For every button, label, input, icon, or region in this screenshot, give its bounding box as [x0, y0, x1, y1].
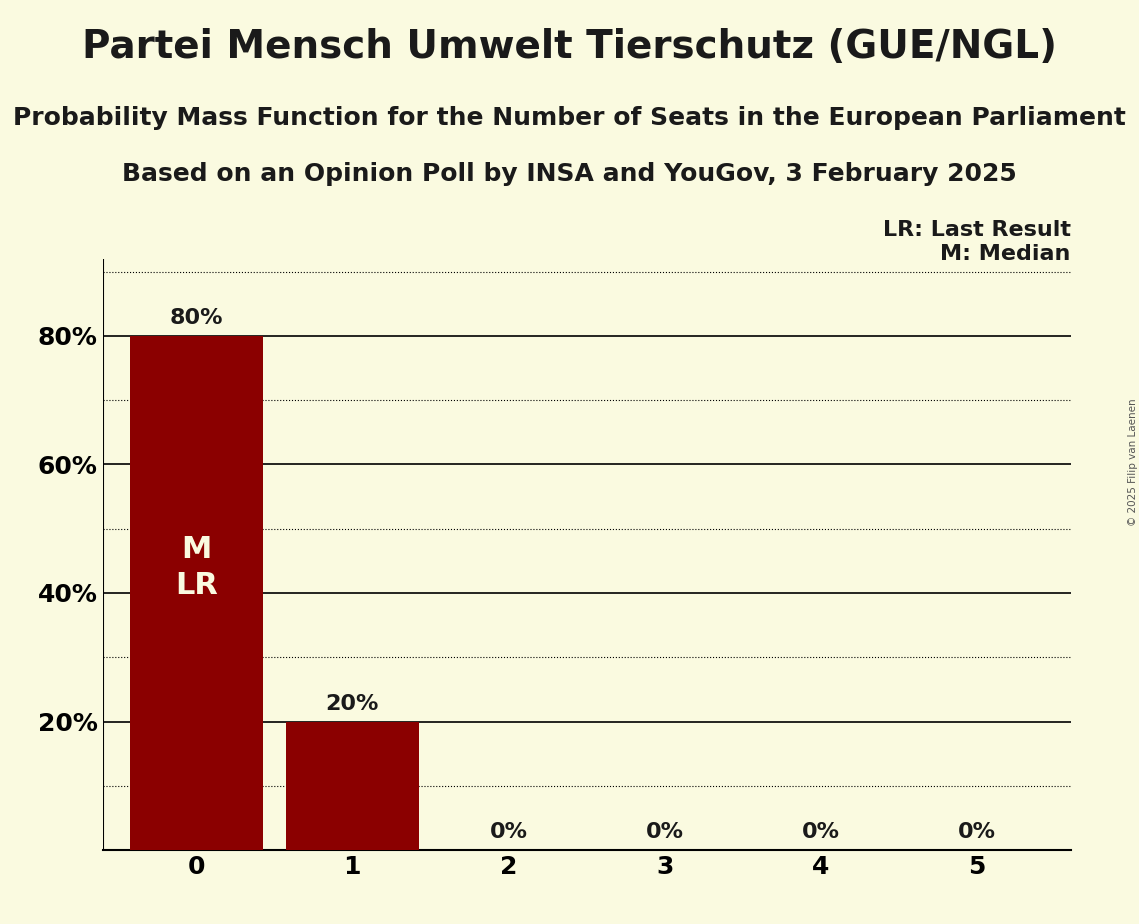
Text: LR: Last Result: LR: Last Result — [883, 220, 1071, 240]
Text: 80%: 80% — [170, 308, 223, 328]
Text: Partei Mensch Umwelt Tierschutz (GUE/NGL): Partei Mensch Umwelt Tierschutz (GUE/NGL… — [82, 28, 1057, 66]
Text: Probability Mass Function for the Number of Seats in the European Parliament: Probability Mass Function for the Number… — [13, 106, 1126, 130]
Text: 0%: 0% — [490, 822, 527, 843]
Text: M: Median: M: Median — [941, 244, 1071, 264]
Text: © 2025 Filip van Laenen: © 2025 Filip van Laenen — [1129, 398, 1138, 526]
Bar — [130, 335, 263, 850]
Text: 20%: 20% — [326, 694, 379, 714]
Text: Based on an Opinion Poll by INSA and YouGov, 3 February 2025: Based on an Opinion Poll by INSA and You… — [122, 162, 1017, 186]
Text: 0%: 0% — [802, 822, 839, 843]
Text: M
LR: M LR — [174, 535, 218, 600]
Bar — [286, 722, 419, 850]
Text: 0%: 0% — [958, 822, 995, 843]
Text: 0%: 0% — [646, 822, 683, 843]
